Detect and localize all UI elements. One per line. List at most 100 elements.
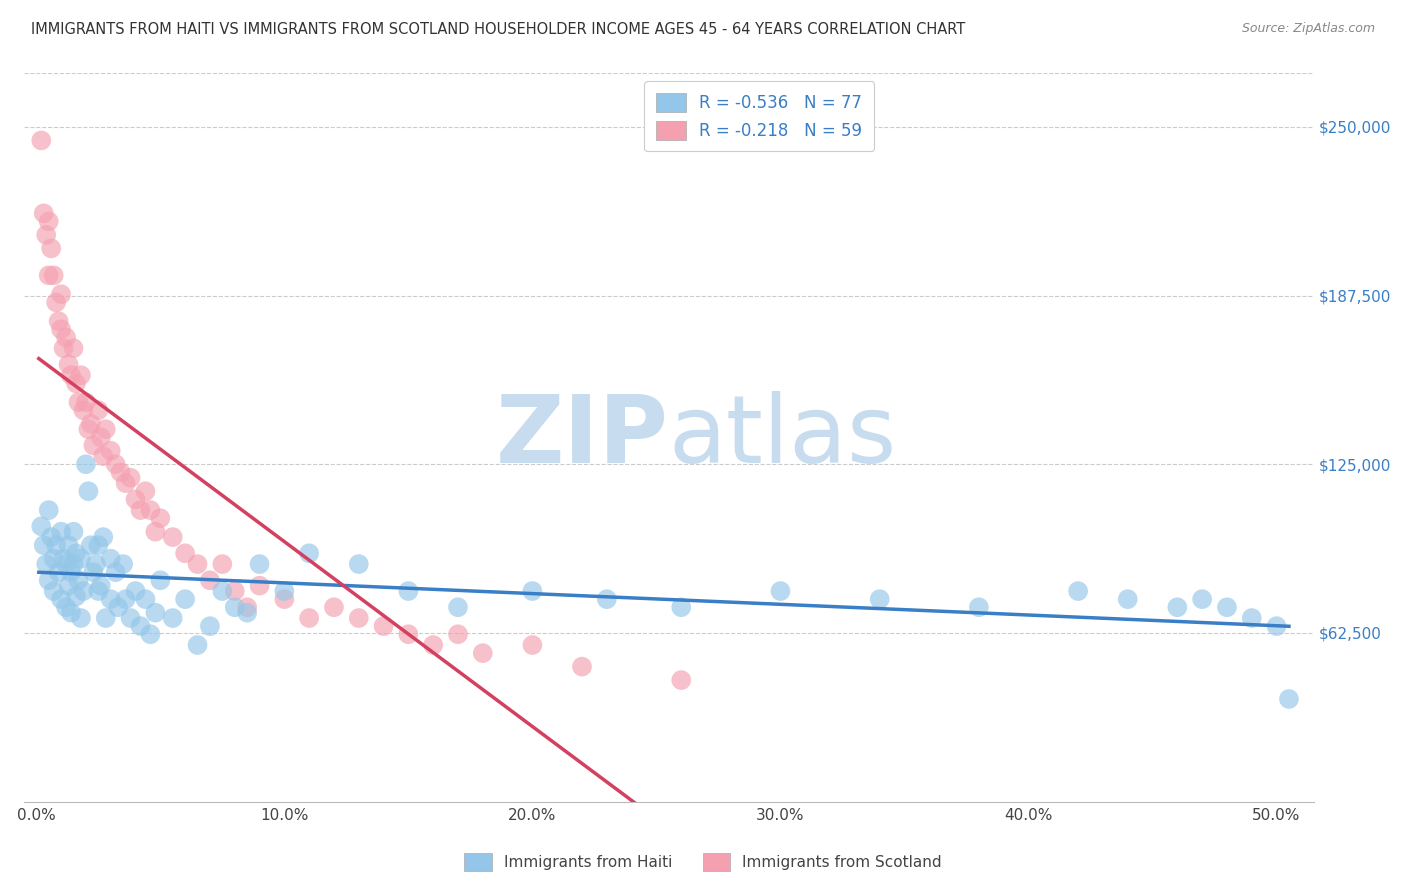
- Point: [35, 227, 58, 242]
- Point: [82, 438, 104, 452]
- Point: [224, 600, 246, 615]
- Point: [60, 606, 83, 620]
- Point: [72, 584, 94, 599]
- Point: [120, 611, 142, 625]
- Point: [174, 546, 197, 560]
- Point: [236, 600, 259, 615]
- Point: [58, 538, 80, 552]
- Point: [967, 600, 990, 615]
- Point: [422, 638, 444, 652]
- Point: [67, 574, 90, 588]
- Point: [298, 611, 321, 625]
- Point: [70, 368, 93, 383]
- Point: [62, 557, 84, 571]
- Point: [198, 619, 221, 633]
- Point: [48, 565, 70, 579]
- Point: [42, 268, 65, 283]
- Point: [120, 471, 142, 485]
- Legend: R = -0.536   N = 77, R = -0.218   N = 59: R = -0.536 N = 77, R = -0.218 N = 59: [644, 81, 875, 152]
- Point: [1166, 600, 1188, 615]
- Point: [35, 557, 58, 571]
- Point: [39, 241, 62, 255]
- Point: [104, 565, 127, 579]
- Point: [596, 592, 619, 607]
- Point: [162, 611, 184, 625]
- Point: [1191, 592, 1213, 607]
- Point: [114, 592, 136, 607]
- Point: [249, 557, 271, 571]
- Point: [94, 611, 117, 625]
- Point: [90, 579, 112, 593]
- Point: [49, 287, 72, 301]
- Point: [174, 592, 197, 607]
- Point: [55, 600, 77, 615]
- Point: [112, 557, 135, 571]
- Point: [236, 606, 259, 620]
- Point: [134, 484, 156, 499]
- Point: [62, 341, 84, 355]
- Point: [100, 551, 122, 566]
- Point: [94, 422, 117, 436]
- Point: [522, 584, 544, 599]
- Point: [49, 592, 72, 607]
- Point: [90, 430, 112, 444]
- Point: [82, 565, 104, 579]
- Text: Source: ZipAtlas.com: Source: ZipAtlas.com: [1241, 22, 1375, 36]
- Point: [32, 538, 55, 552]
- Text: ZIP: ZIP: [496, 392, 669, 483]
- Point: [1278, 692, 1301, 706]
- Point: [149, 574, 172, 588]
- Point: [100, 592, 122, 607]
- Point: [273, 592, 295, 607]
- Point: [124, 584, 146, 599]
- Point: [87, 538, 110, 552]
- Point: [38, 574, 60, 588]
- Point: [58, 358, 80, 372]
- Point: [70, 611, 93, 625]
- Point: [87, 403, 110, 417]
- Point: [30, 519, 52, 533]
- Point: [65, 376, 87, 391]
- Point: [671, 600, 693, 615]
- Point: [347, 611, 370, 625]
- Point: [58, 579, 80, 593]
- Point: [198, 574, 221, 588]
- Point: [107, 600, 129, 615]
- Point: [67, 395, 90, 409]
- Point: [91, 449, 114, 463]
- Point: [91, 530, 114, 544]
- Point: [571, 659, 593, 673]
- Point: [124, 492, 146, 507]
- Point: [70, 551, 93, 566]
- Point: [75, 457, 97, 471]
- Point: [1067, 584, 1090, 599]
- Point: [471, 646, 494, 660]
- Point: [49, 524, 72, 539]
- Point: [75, 395, 97, 409]
- Point: [1216, 600, 1239, 615]
- Point: [186, 638, 208, 652]
- Point: [104, 457, 127, 471]
- Point: [522, 638, 544, 652]
- Point: [273, 584, 295, 599]
- Point: [55, 330, 77, 344]
- Point: [60, 368, 83, 383]
- Point: [129, 619, 152, 633]
- Point: [42, 551, 65, 566]
- Point: [114, 476, 136, 491]
- Point: [347, 557, 370, 571]
- Point: [249, 579, 271, 593]
- Point: [62, 524, 84, 539]
- Point: [45, 295, 67, 310]
- Point: [77, 484, 100, 499]
- Point: [134, 592, 156, 607]
- Point: [373, 619, 395, 633]
- Point: [38, 503, 60, 517]
- Point: [139, 503, 162, 517]
- Point: [84, 557, 107, 571]
- Point: [186, 557, 208, 571]
- Point: [769, 584, 792, 599]
- Point: [30, 133, 52, 147]
- Point: [447, 600, 470, 615]
- Point: [1265, 619, 1288, 633]
